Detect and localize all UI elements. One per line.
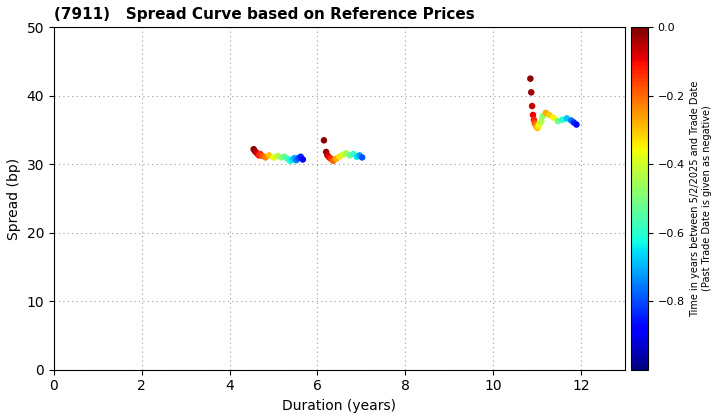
X-axis label: Duration (years): Duration (years): [282, 399, 396, 413]
Text: (7911)   Spread Curve based on Reference Prices: (7911) Spread Curve based on Reference P…: [54, 7, 474, 22]
Point: [260, 154, 271, 161]
Point: [527, 112, 539, 118]
Point: [252, 151, 264, 158]
Y-axis label: Time in years between 5/2/2025 and Trade Date
(Past Trade Date is given as negat: Time in years between 5/2/2025 and Trade…: [690, 80, 712, 317]
Point: [351, 153, 363, 160]
Point: [272, 153, 284, 160]
Point: [248, 146, 259, 152]
Point: [525, 75, 536, 82]
Point: [330, 155, 342, 162]
Point: [282, 155, 293, 162]
Point: [356, 154, 368, 161]
Point: [295, 153, 307, 160]
Point: [534, 120, 546, 126]
Point: [529, 120, 541, 126]
Point: [544, 112, 555, 118]
Point: [531, 125, 543, 131]
Point: [254, 151, 266, 158]
Point: [257, 153, 269, 160]
Point: [548, 114, 559, 121]
Point: [289, 155, 300, 161]
Point: [530, 121, 541, 128]
Point: [344, 152, 356, 159]
Point: [325, 155, 337, 162]
Point: [276, 154, 287, 161]
Point: [251, 149, 262, 156]
Point: [253, 152, 265, 159]
Point: [565, 117, 577, 124]
Point: [333, 153, 345, 160]
Point: [318, 137, 330, 144]
Point: [279, 153, 290, 160]
Point: [540, 110, 552, 116]
Point: [526, 103, 538, 110]
Point: [537, 113, 549, 120]
Point: [526, 89, 537, 96]
Point: [284, 158, 296, 164]
Point: [348, 151, 359, 158]
Point: [323, 154, 335, 161]
Point: [531, 123, 542, 130]
Point: [536, 118, 547, 124]
Point: [552, 118, 564, 124]
Point: [293, 155, 305, 161]
Point: [528, 116, 539, 123]
Point: [561, 115, 572, 122]
Point: [297, 156, 309, 163]
Point: [341, 150, 352, 157]
Point: [320, 149, 332, 155]
Point: [534, 121, 545, 128]
Point: [557, 116, 568, 123]
Point: [328, 158, 339, 164]
Point: [337, 151, 348, 158]
Y-axis label: Spread (bp): Spread (bp): [7, 158, 21, 239]
Point: [354, 152, 365, 159]
Point: [268, 154, 279, 161]
Point: [571, 121, 582, 128]
Point: [287, 156, 298, 163]
Point: [568, 119, 580, 126]
Point: [533, 123, 544, 130]
Point: [249, 148, 261, 155]
Point: [290, 157, 302, 163]
Point: [264, 152, 275, 159]
Point: [322, 152, 333, 159]
